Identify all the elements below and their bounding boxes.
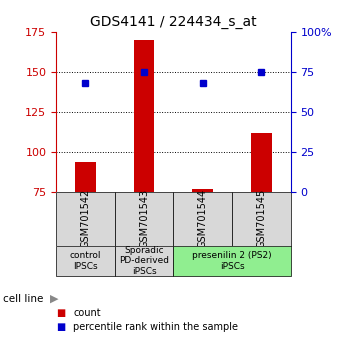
Bar xyxy=(251,133,272,192)
Text: GSM701545: GSM701545 xyxy=(256,188,266,247)
Text: control
IPSCs: control IPSCs xyxy=(70,251,101,271)
Text: ▶: ▶ xyxy=(50,294,59,304)
Text: Sporadic
PD-derived
iPSCs: Sporadic PD-derived iPSCs xyxy=(119,246,169,276)
Text: ■: ■ xyxy=(56,308,65,318)
Text: ■: ■ xyxy=(56,322,65,332)
Text: count: count xyxy=(73,308,101,318)
Title: GDS4141 / 224434_s_at: GDS4141 / 224434_s_at xyxy=(90,16,257,29)
Bar xyxy=(173,192,232,246)
Bar xyxy=(115,246,173,276)
Text: GSM701543: GSM701543 xyxy=(139,188,149,247)
Bar xyxy=(115,192,173,246)
Bar xyxy=(232,192,291,246)
Text: presenilin 2 (PS2)
iPSCs: presenilin 2 (PS2) iPSCs xyxy=(192,251,272,271)
Text: GSM701544: GSM701544 xyxy=(198,188,208,247)
Bar xyxy=(56,246,115,276)
Text: cell line: cell line xyxy=(3,294,44,304)
Bar xyxy=(134,40,154,192)
Bar xyxy=(192,189,213,192)
Bar xyxy=(56,192,115,246)
Bar xyxy=(75,162,96,192)
Text: GSM701542: GSM701542 xyxy=(81,188,90,247)
Bar xyxy=(173,246,291,276)
Text: percentile rank within the sample: percentile rank within the sample xyxy=(73,322,238,332)
